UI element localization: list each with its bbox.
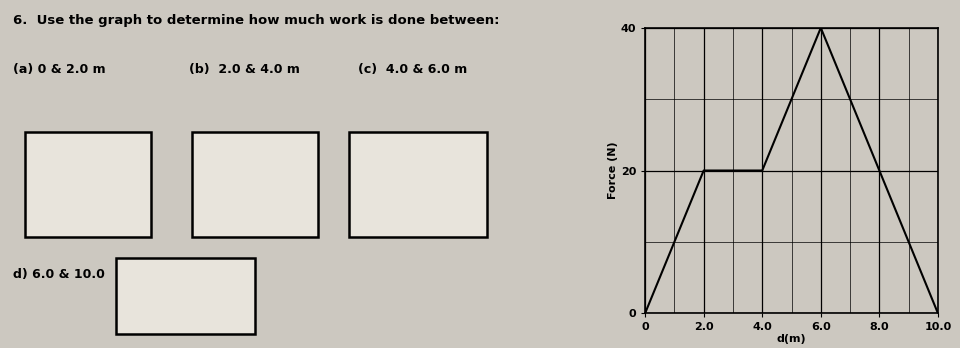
Text: (a) 0 & 2.0 m: (a) 0 & 2.0 m bbox=[12, 63, 106, 76]
FancyBboxPatch shape bbox=[349, 132, 488, 237]
Text: (b)  2.0 & 4.0 m: (b) 2.0 & 4.0 m bbox=[188, 63, 300, 76]
Text: 6.  Use the graph to determine how much work is done between:: 6. Use the graph to determine how much w… bbox=[12, 14, 499, 27]
Text: (c)  4.0 & 6.0 m: (c) 4.0 & 6.0 m bbox=[358, 63, 468, 76]
FancyBboxPatch shape bbox=[116, 258, 254, 334]
Y-axis label: Force (N): Force (N) bbox=[608, 142, 618, 199]
Text: d) 6.0 & 10.0: d) 6.0 & 10.0 bbox=[12, 268, 105, 281]
FancyBboxPatch shape bbox=[192, 132, 318, 237]
FancyBboxPatch shape bbox=[25, 132, 151, 237]
X-axis label: d(m): d(m) bbox=[777, 334, 806, 343]
